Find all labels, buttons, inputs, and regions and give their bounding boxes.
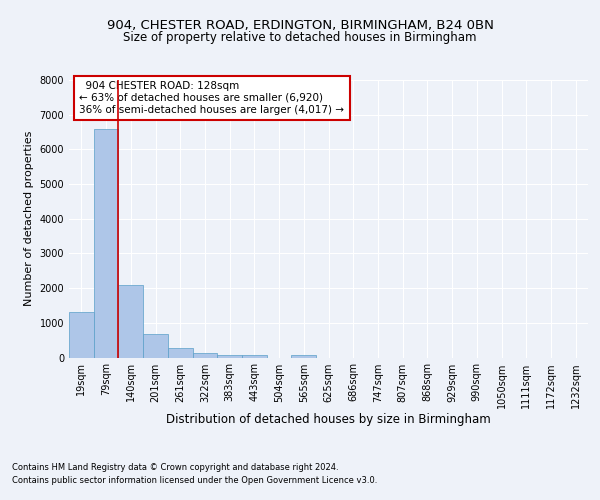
- X-axis label: Distribution of detached houses by size in Birmingham: Distribution of detached houses by size …: [166, 414, 491, 426]
- Bar: [143, 334, 168, 357]
- Text: Size of property relative to detached houses in Birmingham: Size of property relative to detached ho…: [123, 31, 477, 44]
- Bar: [168, 348, 193, 358]
- Text: 904 CHESTER ROAD: 128sqm
← 63% of detached houses are smaller (6,920)
36% of sem: 904 CHESTER ROAD: 128sqm ← 63% of detach…: [79, 82, 344, 114]
- Bar: [193, 354, 217, 358]
- Bar: [69, 312, 94, 358]
- Text: 904, CHESTER ROAD, ERDINGTON, BIRMINGHAM, B24 0BN: 904, CHESTER ROAD, ERDINGTON, BIRMINGHAM…: [107, 19, 493, 32]
- Bar: [292, 356, 316, 358]
- Bar: [94, 128, 118, 358]
- Bar: [242, 356, 267, 358]
- Bar: [217, 354, 242, 358]
- Text: Contains HM Land Registry data © Crown copyright and database right 2024.: Contains HM Land Registry data © Crown c…: [12, 464, 338, 472]
- Y-axis label: Number of detached properties: Number of detached properties: [24, 131, 34, 306]
- Bar: [118, 286, 143, 358]
- Text: Contains public sector information licensed under the Open Government Licence v3: Contains public sector information licen…: [12, 476, 377, 485]
